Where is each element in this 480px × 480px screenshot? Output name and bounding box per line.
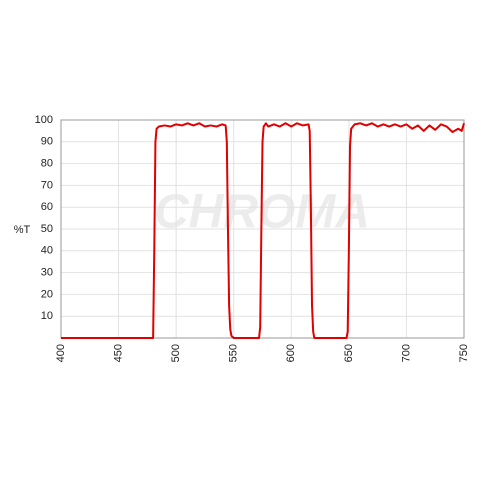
y-tick-label: 80 [41, 158, 53, 170]
y-axis-label: %T [14, 224, 31, 236]
x-tick-label: 500 [170, 344, 182, 362]
y-tick-label: 70 [41, 179, 53, 191]
x-tick-label: 600 [285, 344, 297, 362]
y-tick-label: 90 [41, 136, 53, 148]
x-tick-label: 650 [343, 344, 355, 362]
y-tick-label: 30 [41, 267, 53, 279]
x-tick-label: 700 [400, 344, 412, 362]
y-tick-label: 10 [41, 310, 53, 322]
y-tick-label: 50 [41, 223, 53, 235]
x-tick-label: 450 [112, 344, 124, 362]
plot-border [60, 119, 465, 339]
y-tick-label: 20 [41, 288, 53, 300]
x-tick-label: 550 [228, 344, 240, 362]
x-tick-label: 400 [55, 344, 67, 362]
y-tick-label: 100 [35, 114, 53, 126]
x-tick-label: 750 [458, 344, 470, 362]
y-tick-label: 60 [41, 201, 53, 213]
y-tick-label: 40 [41, 245, 53, 257]
series-line [61, 122, 465, 339]
